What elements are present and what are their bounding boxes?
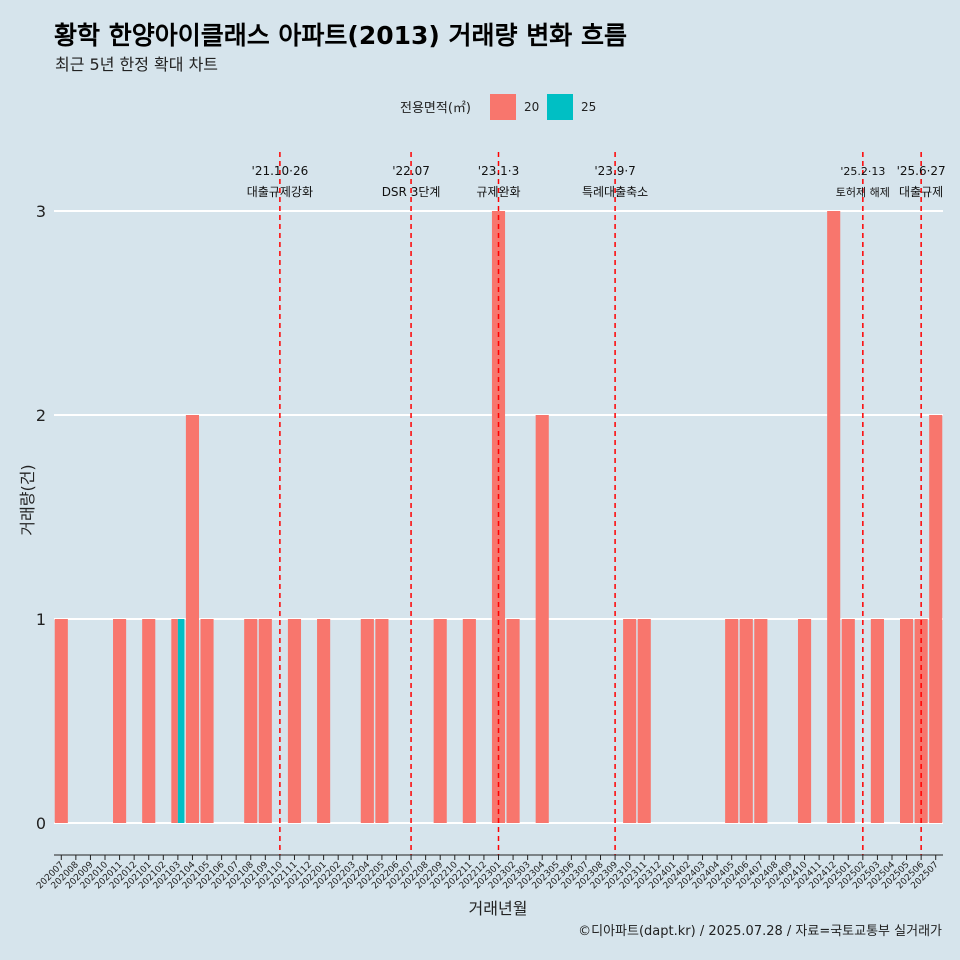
bar-20-202104 bbox=[185, 415, 200, 823]
y-tick-label: 0 bbox=[36, 814, 46, 833]
bar-20-202501 bbox=[841, 619, 855, 823]
chart-subtitle: 최근 5년 한정 확대 차트 bbox=[55, 55, 218, 74]
bar-20-202105 bbox=[200, 619, 214, 823]
bar-20-202304 bbox=[535, 415, 549, 823]
event-name-label: DSR 3단계 bbox=[382, 185, 441, 199]
bar-20-202007 bbox=[54, 619, 68, 823]
event-name-label: 대출규제강화 bbox=[247, 185, 313, 199]
bar-20-202310 bbox=[623, 619, 637, 823]
bar-20-202209 bbox=[433, 619, 447, 823]
caption: ©디아파트(dapt.kr) / 2025.07.28 / 자료=국토교통부 실… bbox=[578, 924, 942, 939]
bar-20-202405 bbox=[725, 619, 739, 823]
bar-20-202311 bbox=[637, 619, 651, 823]
event-name-label: 규제완화 bbox=[476, 185, 520, 199]
y-tick-label: 3 bbox=[36, 202, 46, 221]
event-lines: '21.10·26 대출규제강화 '22.07 DSR 3단계 '23.1·3 규제완화 '… bbox=[247, 152, 946, 855]
bar-20-202103 bbox=[171, 619, 178, 823]
bar-20-202412 bbox=[827, 211, 841, 823]
bar-20-202507 bbox=[929, 415, 943, 823]
event-name-label: 대출규제 bbox=[899, 185, 943, 199]
bar-20-202410 bbox=[797, 619, 812, 823]
bar-20-202302 bbox=[506, 619, 520, 823]
bar-20-202108 bbox=[244, 619, 258, 823]
bar-20-202111 bbox=[287, 619, 302, 823]
bar-20-202505 bbox=[900, 619, 914, 823]
bar-20-202204 bbox=[360, 619, 374, 823]
legend-swatch-25 bbox=[547, 94, 573, 120]
bar-20-202211 bbox=[462, 619, 476, 823]
bar-20-202406 bbox=[739, 619, 753, 823]
y-axis-title: 거래량(건) bbox=[18, 464, 37, 535]
legend-title: 전용면적(㎡) bbox=[400, 101, 471, 116]
legend-label-20: 20 bbox=[524, 100, 539, 114]
bar-20-202101 bbox=[142, 619, 156, 823]
legend-label-25: 25 bbox=[581, 100, 596, 114]
bar-20-202109 bbox=[258, 619, 272, 823]
legend: 전용면적(㎡) 20 25 bbox=[400, 94, 596, 120]
bar-25-202103 bbox=[177, 619, 185, 823]
chart-title: 황학 한양아이클래스 아파트(2013) 거래량 변화 흐름 bbox=[54, 21, 627, 50]
event-name-label: 특례대출축소 bbox=[582, 185, 648, 199]
event-date-label: '25.2·13 bbox=[840, 165, 885, 178]
event-date-label: '25.6·27 bbox=[897, 164, 946, 178]
x-axis: 2020072020082020092020102020112020122021… bbox=[35, 854, 943, 891]
y-axis: 0 1 2 3 bbox=[36, 202, 46, 833]
event-date-label: '23.9·7 bbox=[594, 164, 635, 178]
event-date-label: '21.10·26 bbox=[252, 164, 309, 178]
y-tick-label: 2 bbox=[36, 406, 46, 425]
x-axis-title: 거래년월 bbox=[469, 899, 528, 918]
bar-20-202011 bbox=[113, 619, 127, 823]
event-name-label: 토허제 해제 bbox=[836, 185, 890, 199]
bar-20-202503 bbox=[870, 619, 884, 823]
event-date-label: '22.07 bbox=[392, 164, 430, 178]
y-tick-label: 1 bbox=[36, 610, 46, 629]
legend-swatch-20 bbox=[490, 94, 516, 120]
event-date-label: '23.1·3 bbox=[478, 164, 519, 178]
bar-20-202201 bbox=[317, 619, 331, 823]
bar-20-202407 bbox=[754, 619, 768, 823]
bars bbox=[54, 211, 943, 823]
bar-20-202205 bbox=[375, 619, 389, 823]
